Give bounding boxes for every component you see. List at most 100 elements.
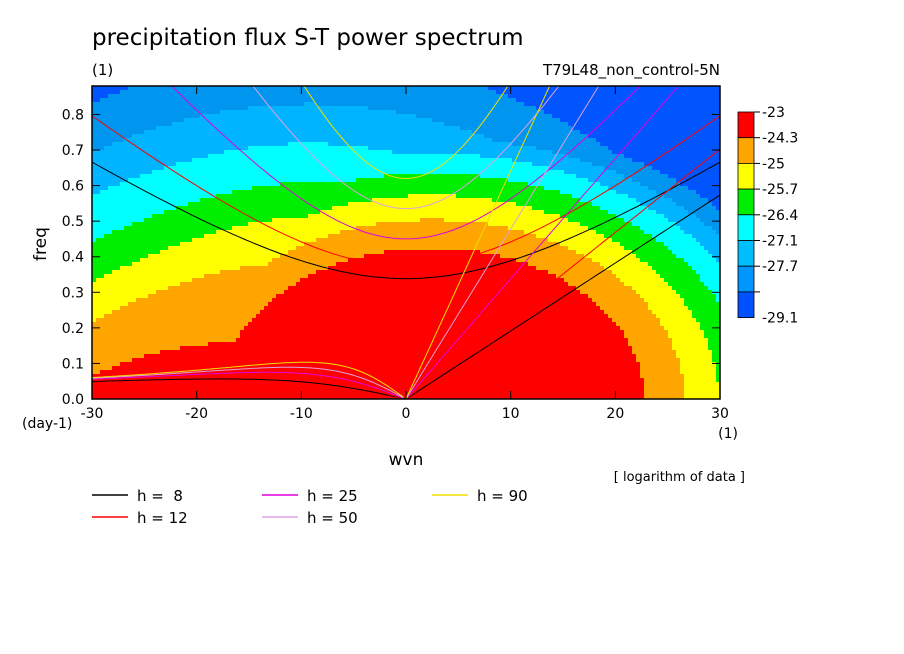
contour-cell — [664, 326, 701, 331]
contour-cell — [92, 214, 153, 219]
colorbar-swatch — [737, 188, 755, 216]
contour-cell — [128, 86, 489, 91]
dispersion-curve — [92, 115, 720, 267]
contour-cell — [704, 334, 720, 339]
contour-cell — [260, 310, 605, 315]
contour-cell — [644, 390, 685, 395]
contour-cell — [660, 170, 720, 175]
contour-cell — [128, 178, 357, 183]
colorbar-label: -26.4 — [762, 208, 798, 224]
contour-cell — [632, 222, 677, 227]
contour-cell — [636, 358, 681, 363]
contour-cell — [544, 110, 720, 115]
contour-cell — [120, 266, 241, 271]
contour-cell — [208, 154, 481, 159]
contour-cell — [624, 246, 669, 251]
contour-cell — [624, 218, 669, 223]
contour-cell — [696, 270, 720, 275]
contour-cell — [328, 142, 513, 147]
x-tick-label: 0 — [402, 406, 411, 422]
contour-cell — [676, 350, 713, 355]
contour-cell — [112, 142, 289, 147]
contour-cell — [92, 106, 249, 111]
contour-cell — [624, 282, 669, 287]
contour-cell — [180, 282, 297, 287]
contour-cell — [516, 98, 720, 103]
contour-cell — [648, 186, 689, 191]
contour-cell — [104, 146, 249, 151]
contour-cell — [140, 174, 385, 179]
contour-cell — [556, 274, 617, 279]
contour-cell — [304, 242, 561, 247]
contour-cell — [120, 182, 281, 187]
contour-cell — [672, 250, 709, 255]
contour-cell — [636, 354, 677, 359]
contour-cell — [716, 298, 720, 303]
contour-cell — [92, 210, 165, 215]
colorbar-swatch — [737, 240, 755, 267]
dispersion-curve — [405, 194, 720, 399]
contour-cell — [92, 126, 157, 131]
contour-cell — [592, 162, 645, 167]
contour-cell — [92, 382, 645, 387]
dispersion-curve — [405, 148, 720, 399]
contour-cell — [700, 322, 720, 327]
contour-cell — [92, 250, 161, 255]
contour-cell — [704, 282, 720, 287]
contour-cell — [296, 246, 569, 251]
contour-cell — [696, 318, 720, 323]
contour-cell — [92, 314, 105, 319]
contour-cell — [704, 246, 720, 251]
contour-cell — [532, 206, 601, 211]
contour-cell — [644, 382, 685, 387]
contour-cell — [532, 162, 593, 167]
contour-cell — [92, 166, 165, 171]
y-tick-label: 0.6 — [62, 179, 84, 195]
contour-cell — [616, 322, 661, 327]
contour-cell — [204, 274, 309, 279]
x-tick-label: -20 — [185, 406, 208, 422]
y-tick-label: 0.0 — [62, 392, 84, 408]
y-tick-label: 0.5 — [62, 214, 84, 230]
contour-cell — [716, 374, 720, 379]
contour-cell — [92, 278, 97, 283]
contour-cell — [608, 146, 720, 151]
contour-cell — [700, 194, 720, 199]
colorbar-label: -24.3 — [762, 131, 798, 147]
contour-cell — [616, 170, 661, 175]
contour-cell — [92, 146, 105, 151]
contour-cell — [100, 190, 233, 195]
contour-cell — [92, 334, 241, 339]
contour-cell — [92, 322, 249, 327]
contour-cell — [640, 182, 681, 187]
contour-cell — [632, 250, 673, 255]
contour-cell — [628, 342, 673, 347]
colorbar-label: -25 — [762, 156, 785, 172]
contour-cell — [308, 274, 557, 279]
contour-cell — [288, 286, 577, 291]
contour-cell — [268, 262, 337, 267]
contour-cell — [112, 310, 261, 315]
dispersion-curves — [92, 86, 720, 399]
contour-cell — [92, 206, 177, 211]
y-tick-label: 0.2 — [62, 321, 84, 337]
contour-cell — [92, 182, 121, 187]
contour-cell — [716, 258, 720, 263]
contour-cell — [220, 110, 397, 115]
contour-cell — [180, 242, 305, 247]
y-tick-label: 0.1 — [62, 356, 84, 372]
contour-cell — [240, 266, 329, 271]
contour-cell — [216, 230, 341, 235]
contour-cell — [612, 238, 657, 243]
contour-cell — [92, 318, 97, 323]
contour-cell — [612, 150, 720, 155]
contour-cell — [676, 354, 713, 359]
contour-cell — [92, 310, 113, 315]
contour-cell — [368, 146, 537, 151]
contour-cell — [664, 278, 701, 283]
contour-cell — [100, 370, 641, 375]
colorbar-label: -27.1 — [762, 234, 798, 250]
contour-cell — [564, 278, 621, 283]
contour-cell — [560, 118, 720, 123]
